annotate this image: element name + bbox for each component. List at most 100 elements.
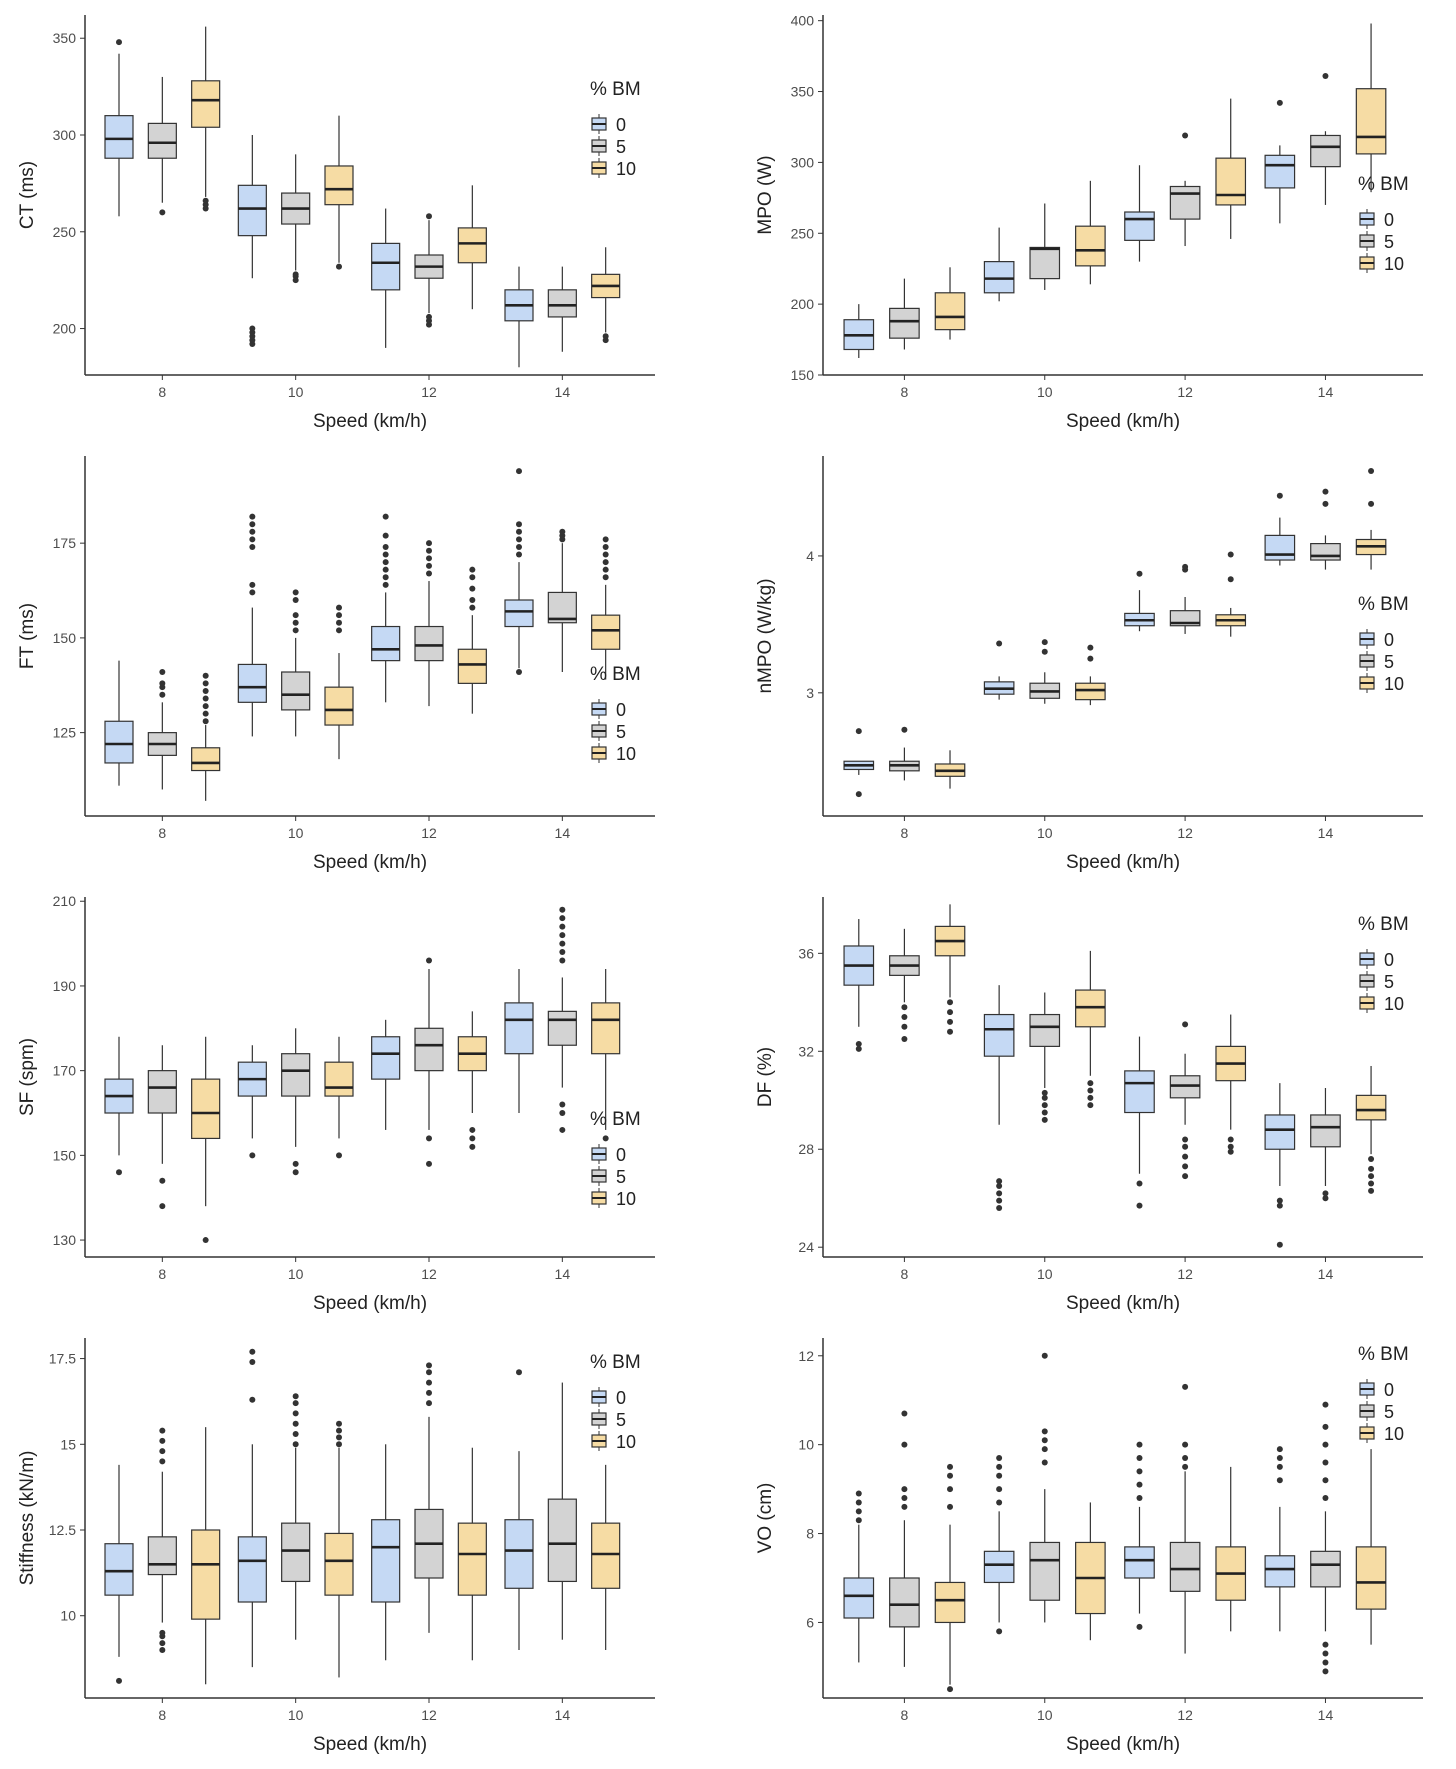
box-14-5 — [547, 1382, 577, 1640]
outlier-point — [1182, 1153, 1189, 1160]
box-iqr — [1355, 88, 1387, 155]
x-tick-label: 12 — [421, 1707, 437, 1723]
x-tick-label: 14 — [555, 825, 571, 841]
box-iqr — [1355, 1094, 1387, 1121]
outlier-point — [901, 1004, 908, 1011]
outlier-point — [996, 640, 1003, 647]
box-iqr — [1124, 211, 1155, 241]
box-iqr — [547, 1498, 577, 1583]
outlier-point — [292, 271, 299, 278]
box-iqr — [104, 115, 134, 159]
box-iqr — [843, 1577, 875, 1619]
box-12-5 — [1169, 132, 1201, 247]
outlier-point — [426, 1362, 432, 1369]
box-8-5 — [889, 278, 920, 350]
outlier-point — [1368, 1187, 1375, 1194]
box-iqr — [1075, 682, 1106, 701]
box-8-10 — [934, 267, 966, 340]
outlier-point — [1227, 576, 1234, 583]
box-14-5 — [547, 528, 577, 672]
outlier-point — [1322, 1659, 1329, 1666]
outlier-point — [202, 710, 209, 717]
y-axis-label: VO (cm) — [755, 1483, 776, 1554]
x-tick-label: 14 — [1318, 1266, 1334, 1282]
outlier-point — [1136, 1481, 1143, 1488]
outlier-point — [159, 1640, 166, 1647]
box-8-0 — [843, 919, 875, 1052]
y-axis-label: SF (spm) — [17, 1038, 38, 1116]
outlier-point — [1041, 1116, 1048, 1123]
outlier-point — [996, 1455, 1003, 1461]
outlier-point — [855, 1508, 862, 1515]
box-10-10 — [1075, 180, 1106, 285]
outlier-point — [1182, 1021, 1189, 1028]
outlier-point — [292, 612, 299, 619]
outlier-point — [336, 612, 342, 619]
outlier-point — [1276, 99, 1283, 106]
outlier-point — [382, 574, 389, 581]
outlier-point — [1322, 1423, 1329, 1430]
outlier-point — [159, 1203, 166, 1210]
y-tick-label: 170 — [53, 1063, 77, 1079]
box-12-10 — [457, 1447, 487, 1661]
outlier-point — [292, 1169, 299, 1176]
box-12-5 — [414, 213, 444, 328]
outlier-point — [249, 543, 256, 550]
outlier-point — [602, 574, 609, 581]
y-axis-label: nMPO (W/kg) — [755, 578, 776, 693]
box-iqr — [324, 1532, 354, 1596]
outlier-point — [159, 1437, 166, 1444]
legend-title: % BM — [590, 1109, 641, 1130]
outlier-point — [382, 581, 389, 588]
box-12-0 — [371, 208, 401, 348]
outlier-point — [1276, 492, 1283, 499]
outlier-point — [559, 1110, 566, 1116]
outlier-point — [1368, 468, 1375, 475]
outlier-point — [1087, 1102, 1094, 1109]
x-tick-label: 10 — [1037, 1707, 1053, 1723]
outlier-point — [292, 1410, 299, 1417]
outlier-point — [1182, 1136, 1189, 1143]
outlier-point — [1041, 1459, 1048, 1466]
outlier-point — [602, 551, 609, 558]
outlier-point — [996, 1182, 1003, 1189]
box-iqr — [324, 1061, 354, 1097]
outlier-point — [1136, 1495, 1143, 1501]
box-iqr — [237, 184, 267, 237]
y-tick-label: 250 — [53, 224, 77, 240]
y-tick-label: 15 — [60, 1436, 76, 1452]
x-tick-label: 12 — [421, 1266, 437, 1282]
box-14-0 — [504, 468, 534, 675]
outlier-point — [1041, 1437, 1048, 1444]
outlier-point — [159, 1177, 166, 1184]
box-14-10 — [1355, 1449, 1387, 1645]
outlier-point — [1368, 1156, 1375, 1163]
outlier-point — [516, 1369, 522, 1376]
outlier-point — [1136, 1441, 1143, 1448]
legend-title: % BM — [590, 664, 641, 685]
outlier-point — [249, 521, 256, 528]
box-iqr — [504, 599, 534, 628]
x-axis-label: Speed (km/h) — [1066, 411, 1180, 432]
outlier-point — [336, 619, 342, 626]
box-iqr — [147, 1536, 177, 1576]
outlier-point — [382, 513, 389, 520]
outlier-point — [1041, 1102, 1048, 1109]
box-10-10 — [1075, 1502, 1106, 1641]
outlier-point — [1322, 72, 1329, 79]
box-iqr — [457, 227, 487, 264]
box-8-5 — [889, 1410, 920, 1667]
legend-label: 10 — [1384, 254, 1404, 274]
box-14-0 — [504, 1369, 534, 1650]
x-tick-label: 8 — [901, 1266, 909, 1282]
outlier-point — [336, 627, 342, 634]
outlier-point — [947, 1018, 954, 1025]
outlier-point — [426, 313, 432, 320]
outlier-point — [1276, 1446, 1283, 1453]
y-tick-label: 36 — [798, 945, 814, 961]
outlier-point — [426, 213, 432, 220]
outlier-point — [516, 536, 522, 543]
box-14-10 — [591, 536, 621, 680]
